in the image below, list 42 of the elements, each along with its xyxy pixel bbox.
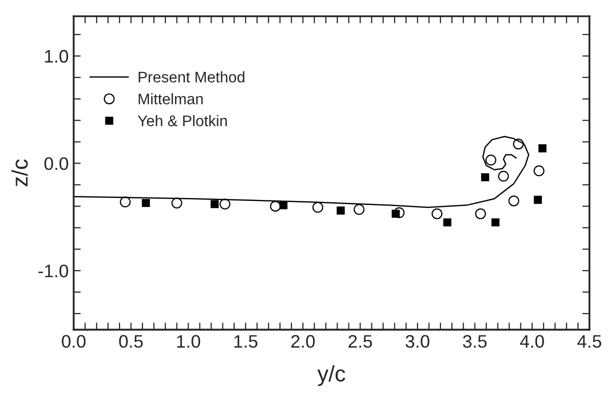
point bbox=[534, 165, 544, 176]
point bbox=[270, 200, 281, 212]
point bbox=[279, 201, 288, 210]
point bbox=[142, 199, 150, 208]
point bbox=[432, 208, 442, 220]
x-tick-label: 2.5 bbox=[348, 335, 372, 348]
point bbox=[336, 206, 345, 215]
point bbox=[392, 210, 400, 218]
point bbox=[443, 218, 452, 226]
point bbox=[491, 218, 500, 226]
x-tick-label: 2.0 bbox=[291, 335, 315, 348]
point bbox=[485, 154, 496, 166]
x-tick-label: 0.0 bbox=[62, 335, 86, 348]
point bbox=[512, 138, 524, 150]
point bbox=[508, 195, 520, 206]
point bbox=[481, 173, 490, 182]
point bbox=[171, 198, 182, 208]
x-tick-label: 3.5 bbox=[462, 335, 487, 348]
legend-label: Mittelman bbox=[138, 93, 203, 104]
point bbox=[210, 200, 219, 208]
point bbox=[220, 198, 230, 210]
point bbox=[312, 202, 324, 213]
y-tick-label: 1.0 bbox=[45, 50, 68, 63]
y-axis-title: z/c bbox=[11, 159, 28, 186]
x-tick-label: 4.5 bbox=[577, 335, 602, 348]
point bbox=[498, 170, 509, 182]
x-tick-label: 1.0 bbox=[177, 335, 200, 348]
point bbox=[475, 208, 486, 220]
x-tick-label: 4.0 bbox=[520, 335, 544, 348]
x-axis-title: y/c bbox=[317, 365, 346, 386]
point bbox=[354, 204, 364, 215]
y-tick-label: 0.0 bbox=[44, 157, 68, 170]
point bbox=[394, 207, 405, 218]
legend-label: Present Method bbox=[138, 71, 244, 82]
x-tick-label: 0.5 bbox=[119, 335, 143, 348]
legend-label: Yeh & Plotkin bbox=[138, 115, 227, 126]
x-tick-label: 1.5 bbox=[234, 335, 258, 348]
point bbox=[534, 196, 542, 204]
point bbox=[538, 144, 546, 152]
x-tick-label: 3.0 bbox=[406, 335, 430, 348]
y-tick-label: -1.0 bbox=[38, 264, 68, 278]
point bbox=[120, 196, 131, 208]
